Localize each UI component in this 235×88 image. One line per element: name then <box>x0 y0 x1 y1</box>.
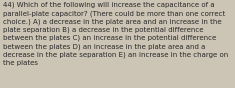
Text: 44) Which of the following will increase the capacitance of a
parallel-plate cap: 44) Which of the following will increase… <box>3 2 228 65</box>
